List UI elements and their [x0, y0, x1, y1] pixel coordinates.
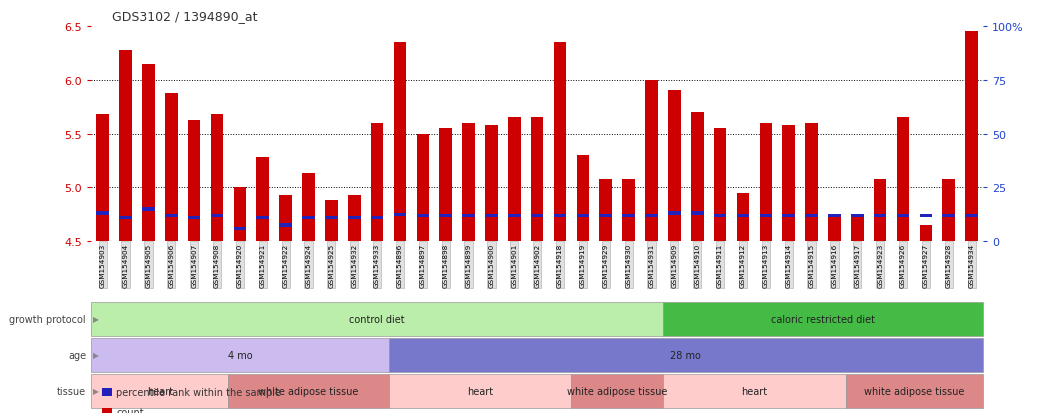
Text: heart: heart — [741, 386, 767, 396]
Bar — [897, 214, 909, 218]
Bar — [736, 193, 750, 242]
Bar — [829, 214, 841, 218]
Bar — [440, 129, 452, 242]
Bar — [920, 225, 932, 242]
Bar — [599, 179, 612, 242]
Bar — [142, 64, 155, 242]
Text: heart: heart — [147, 386, 173, 396]
Bar — [851, 217, 864, 242]
Bar — [165, 214, 177, 218]
Bar — [554, 43, 566, 242]
Bar — [829, 217, 841, 242]
Text: 28 mo: 28 mo — [670, 350, 701, 360]
Text: tissue: tissue — [57, 386, 86, 396]
Bar — [463, 123, 475, 242]
Bar — [417, 214, 429, 218]
Bar — [279, 224, 292, 227]
Bar — [165, 93, 177, 242]
Bar — [645, 214, 657, 218]
Text: white adipose tissue: white adipose tissue — [258, 386, 359, 396]
Text: ▶: ▶ — [93, 387, 100, 395]
Bar — [96, 115, 109, 242]
Bar — [577, 156, 589, 242]
Bar — [713, 129, 726, 242]
Bar — [325, 216, 338, 220]
Bar — [119, 50, 132, 242]
Text: ▶: ▶ — [93, 351, 100, 359]
Text: caloric restricted diet: caloric restricted diet — [770, 314, 875, 324]
Text: heart: heart — [467, 386, 493, 396]
Bar — [394, 43, 407, 242]
Bar — [119, 216, 132, 220]
Bar — [348, 216, 361, 220]
Bar — [782, 126, 795, 242]
Text: GDS3102 / 1394890_at: GDS3102 / 1394890_at — [112, 10, 257, 23]
Bar — [394, 213, 407, 216]
Bar — [943, 214, 955, 218]
Bar — [440, 214, 452, 218]
Text: control diet: control diet — [349, 314, 404, 324]
Bar — [371, 123, 384, 242]
Bar — [851, 214, 864, 218]
Bar — [417, 134, 429, 242]
Bar — [759, 123, 773, 242]
Bar — [233, 227, 246, 230]
Text: count: count — [116, 407, 144, 413]
Bar — [645, 81, 657, 242]
Bar — [668, 91, 680, 242]
Bar — [554, 214, 566, 218]
Bar — [599, 214, 612, 218]
Text: white adipose tissue: white adipose tissue — [864, 386, 964, 396]
Bar — [622, 214, 635, 218]
Bar — [485, 126, 498, 242]
Bar — [302, 174, 315, 242]
Bar — [668, 212, 680, 216]
Bar — [211, 214, 223, 218]
Bar — [874, 214, 887, 218]
Bar — [965, 32, 978, 242]
Bar — [188, 120, 200, 242]
Bar — [736, 214, 750, 218]
Bar — [577, 214, 589, 218]
Text: percentile rank within the sample: percentile rank within the sample — [116, 387, 281, 397]
Bar — [943, 179, 955, 242]
Bar — [233, 188, 246, 242]
Bar — [759, 214, 773, 218]
Bar — [279, 195, 292, 242]
Bar — [806, 123, 818, 242]
Text: growth protocol: growth protocol — [9, 314, 86, 324]
Bar — [531, 214, 543, 218]
Bar — [485, 214, 498, 218]
Bar — [920, 214, 932, 218]
Bar — [508, 118, 521, 242]
Text: 4 mo: 4 mo — [227, 350, 252, 360]
Text: ▶: ▶ — [93, 315, 100, 323]
Bar — [325, 201, 338, 242]
Bar — [965, 214, 978, 218]
Bar — [508, 214, 521, 218]
Bar — [348, 195, 361, 242]
Bar — [256, 216, 269, 220]
Bar — [188, 216, 200, 220]
Bar — [713, 214, 726, 218]
Bar — [691, 212, 703, 216]
Bar — [874, 179, 887, 242]
Bar — [897, 118, 909, 242]
Bar — [96, 212, 109, 216]
Bar — [302, 216, 315, 220]
Bar — [691, 113, 703, 242]
Bar — [371, 216, 384, 220]
Bar — [806, 214, 818, 218]
Bar — [622, 179, 635, 242]
Text: age: age — [68, 350, 86, 360]
Bar — [256, 158, 269, 242]
Bar — [782, 214, 795, 218]
Bar — [142, 208, 155, 211]
Bar — [463, 214, 475, 218]
Bar — [531, 118, 543, 242]
Text: white adipose tissue: white adipose tissue — [567, 386, 668, 396]
Bar — [211, 115, 223, 242]
